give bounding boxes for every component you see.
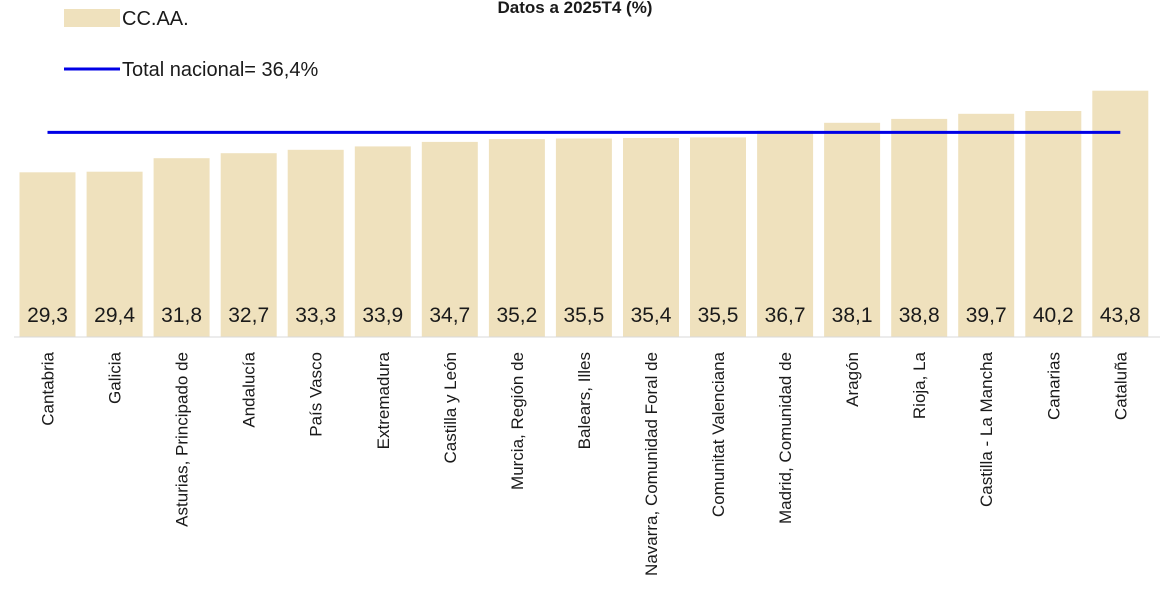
value-label-comunitat-valenciana: 35,5 — [698, 304, 739, 327]
value-label-asturias-principado-de: 31,8 — [161, 304, 202, 327]
category-label-aragon: Aragón — [843, 352, 862, 407]
value-label-madrid-comunidad-de: 36,7 — [765, 304, 806, 327]
bar-rioja-la — [891, 118, 948, 338]
category-label-galicia: Galicia — [106, 351, 125, 404]
value-label-castilla-y-leon: 34,7 — [429, 304, 470, 327]
value-label-canarias: 40,2 — [1033, 304, 1074, 327]
value-label-extremadura: 33,9 — [362, 304, 403, 327]
value-labels-group: 29,3 29,4 31,8 32,7 33,3 33,9 34,7 35,2 35,5 35,4… — [27, 304, 1141, 327]
category-label-canarias: Canarias — [1044, 352, 1063, 420]
bar-comunitat-valenciana — [690, 137, 746, 337]
category-label-asturias-principado-de: Asturias, Principado de — [173, 352, 192, 527]
value-label-cataluna: 43,8 — [1100, 304, 1141, 327]
bar-extremadura — [354, 146, 411, 337]
category-label-madrid-comunidad-de: Madrid, Comunidad de — [776, 352, 795, 524]
value-label-aragon: 38,1 — [832, 304, 873, 327]
category-label-pais-vasco: País Vasco — [307, 352, 326, 437]
legend-label-total: Total nacional= 36,4% — [122, 59, 318, 81]
bar-cataluna — [1092, 90, 1149, 337]
bar-galicia — [86, 171, 143, 337]
category-label-comunitat-valenciana: Comunitat Valenciana — [709, 351, 728, 517]
bar-canarias — [1025, 111, 1082, 337]
value-label-balears-illes: 35,5 — [563, 304, 604, 327]
bar-andalucia — [220, 153, 277, 337]
legend-label-ccaa: CC.AA. — [122, 8, 189, 30]
bar-aragon — [824, 122, 881, 337]
value-label-castilla-la-mancha: 39,7 — [966, 304, 1007, 327]
bars-group — [19, 90, 1149, 338]
value-label-murcia-region-de: 35,2 — [496, 304, 537, 327]
value-label-andalucia: 32,7 — [228, 304, 269, 327]
category-label-castilla-y-leon: Castilla y León — [441, 352, 460, 464]
bar-asturias-principado-de — [153, 158, 210, 337]
bar-balears-illes — [555, 138, 612, 337]
category-labels-group: Cantabria Galicia Asturias, Principado de A… — [39, 351, 1131, 575]
bar-navarra-comunidad-foral-de — [623, 138, 679, 337]
category-label-murcia-region-de: Murcia, Región de — [508, 352, 527, 490]
value-label-pais-vasco: 33,3 — [295, 304, 336, 327]
value-label-galicia: 29,4 — [94, 304, 135, 327]
category-label-extremadura: Extremadura — [374, 351, 393, 449]
bar-castilla-y-leon — [421, 141, 478, 337]
value-label-rioja-la: 38,8 — [899, 304, 940, 327]
category-label-balears-illes: Balears, Illes — [575, 352, 594, 449]
bar-cantabria — [19, 172, 76, 337]
chart-title: Datos a 2025T4 (%) — [498, 0, 653, 17]
category-label-andalucia: Andalucía — [240, 351, 259, 427]
category-label-navarra-comunidad-foral-de: Navarra, Comunidad Foral de — [642, 352, 661, 576]
category-label-castilla-la-mancha: Castilla - La Mancha — [977, 351, 996, 507]
legend-swatch-ccaa — [64, 9, 120, 27]
category-label-cataluna: Cataluña — [1111, 351, 1130, 420]
value-label-navarra-comunidad-foral-de: 35,4 — [631, 304, 672, 327]
category-label-rioja-la: Rioja, La — [910, 351, 929, 419]
bar-castilla-la-mancha — [958, 113, 1015, 337]
category-label-cantabria: Cantabria — [39, 351, 58, 425]
bar-pais-vasco — [287, 149, 344, 337]
bar-madrid-comunidad-de — [757, 130, 814, 337]
bar-murcia-region-de — [488, 139, 545, 337]
value-label-cantabria: 29,3 — [27, 304, 68, 327]
